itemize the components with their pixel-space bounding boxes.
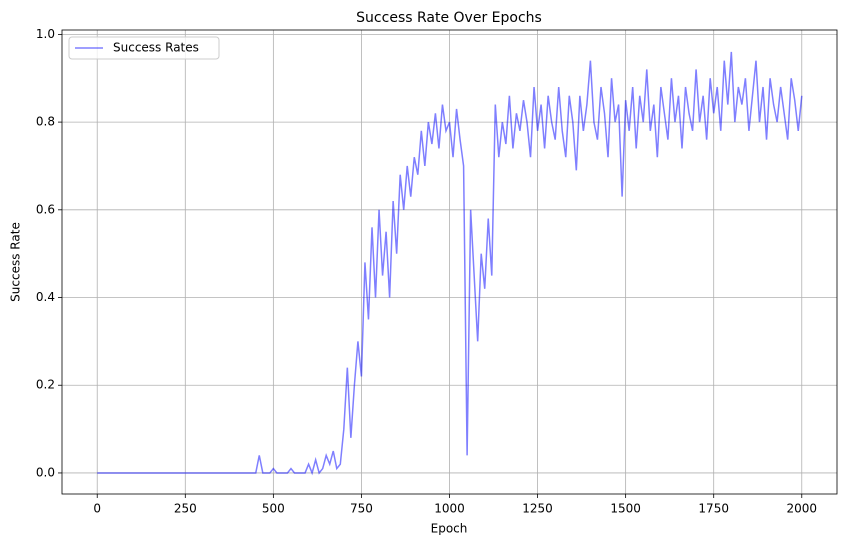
legend-box — [68, 36, 220, 60]
axes-frame — [61, 29, 838, 495]
x-axis-label: Epoch — [431, 522, 468, 536]
data-line — [97, 51, 803, 476]
x-tick-label: 1000 — [434, 502, 465, 516]
y-tick-label: 0.0 — [36, 465, 55, 479]
y-tick-label: 0.4 — [36, 290, 55, 304]
x-tick-label: 250 — [174, 502, 197, 516]
y-tick-label: 1.0 — [36, 27, 55, 41]
legend-label: Success Rates — [113, 41, 199, 55]
y-axis-label: Success Rate — [9, 222, 23, 302]
x-tick-label: 1500 — [610, 502, 641, 516]
y-tick-label: 0.8 — [36, 115, 55, 129]
chart-title: Success Rate Over Epochs — [356, 10, 542, 26]
x-tick-label: 500 — [262, 502, 285, 516]
x-tick-label: 0 — [93, 502, 101, 516]
y-tick-label: 0.6 — [36, 202, 55, 216]
y-tick-label: 0.2 — [36, 378, 55, 392]
x-tick-label: 750 — [350, 502, 373, 516]
x-tick-label: 2000 — [786, 502, 817, 516]
x-tick-label: 1750 — [698, 502, 729, 516]
x-tick-label: 1250 — [522, 502, 553, 516]
